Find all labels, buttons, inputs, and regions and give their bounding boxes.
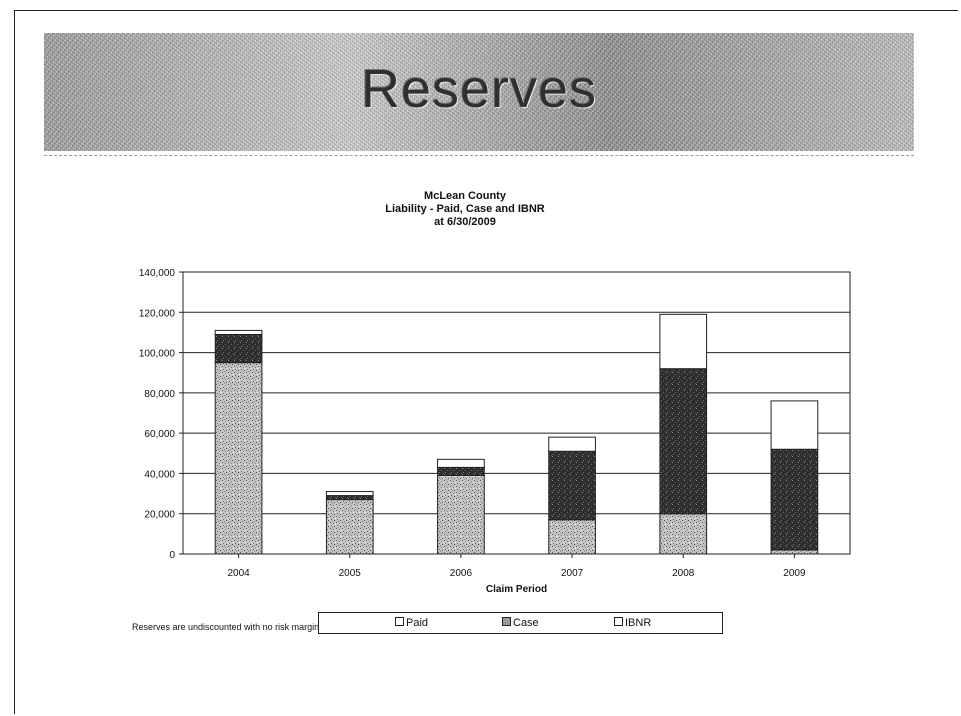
bar-case-2006 [437,466,485,476]
bar-case-2007 [548,450,596,521]
bar-case-2005 [325,495,374,501]
y-tick-label: 0 [169,550,175,561]
bar-case-2004 [214,333,263,364]
legend-swatch-case [502,617,511,626]
legend-item-paid: Paid [395,617,428,629]
chart-title-line-3: at 6/30/2009 [434,216,496,228]
bar-case-2008 [659,368,708,515]
legend-swatch-paid [395,617,404,626]
chart-title-line-2: Liability - Paid, Case and IBNR [385,203,545,215]
bar-ibnr-2004 [214,329,263,335]
y-tick-label: 100,000 [139,349,176,360]
y-tick-label: 120,000 [139,308,176,319]
bar-ibnr-2007 [548,436,596,452]
x-tick-label: 2004 [227,568,250,579]
y-tick-label: 80,000 [144,389,175,400]
bar-paid-2005 [325,499,374,555]
y-tick-label: 60,000 [144,429,175,440]
legend-label-case: Case [513,617,539,629]
legend-item-ibnr: IBNR [614,617,651,629]
bar-paid-2006 [437,474,485,555]
legend-label-paid: Paid [406,617,429,629]
x-tick-label: 2006 [450,568,473,579]
chart-title-line-1: McLean County [424,190,506,202]
bar-ibnr-2009 [770,400,819,450]
footnote: Reserves are undiscounted with no risk m… [132,622,318,632]
legend-swatch-ibnr [614,617,623,626]
bar-ibnr-2008 [659,313,708,370]
x-tick-label: 2005 [339,568,362,579]
bar-paid-2008 [659,513,708,555]
x-axis-label: Claim Period [486,584,547,595]
bar-paid-2009 [770,549,819,555]
y-tick-label: 140,000 [139,268,176,279]
bar-paid-2007 [548,519,596,555]
plot-area [182,271,851,555]
chart-legend: Paid Case IBNR [318,612,723,634]
bar-case-2009 [770,448,819,551]
bar-ibnr-2005 [325,491,374,497]
x-tick-label: 2007 [561,568,584,579]
legend-label-ibnr: IBNR [625,617,652,629]
slide-frame [14,10,958,714]
x-tick-label: 2009 [783,568,806,579]
legend-item-case: Case [502,617,539,629]
bar-paid-2004 [214,362,263,555]
y-tick-label: 40,000 [144,469,175,480]
title-banner: Reserves [44,33,914,151]
x-tick-label: 2008 [672,568,695,579]
y-tick-label: 20,000 [144,510,175,521]
slide-title: Reserves [360,59,598,119]
bar-ibnr-2006 [437,458,485,468]
banner-divider [44,155,914,158]
